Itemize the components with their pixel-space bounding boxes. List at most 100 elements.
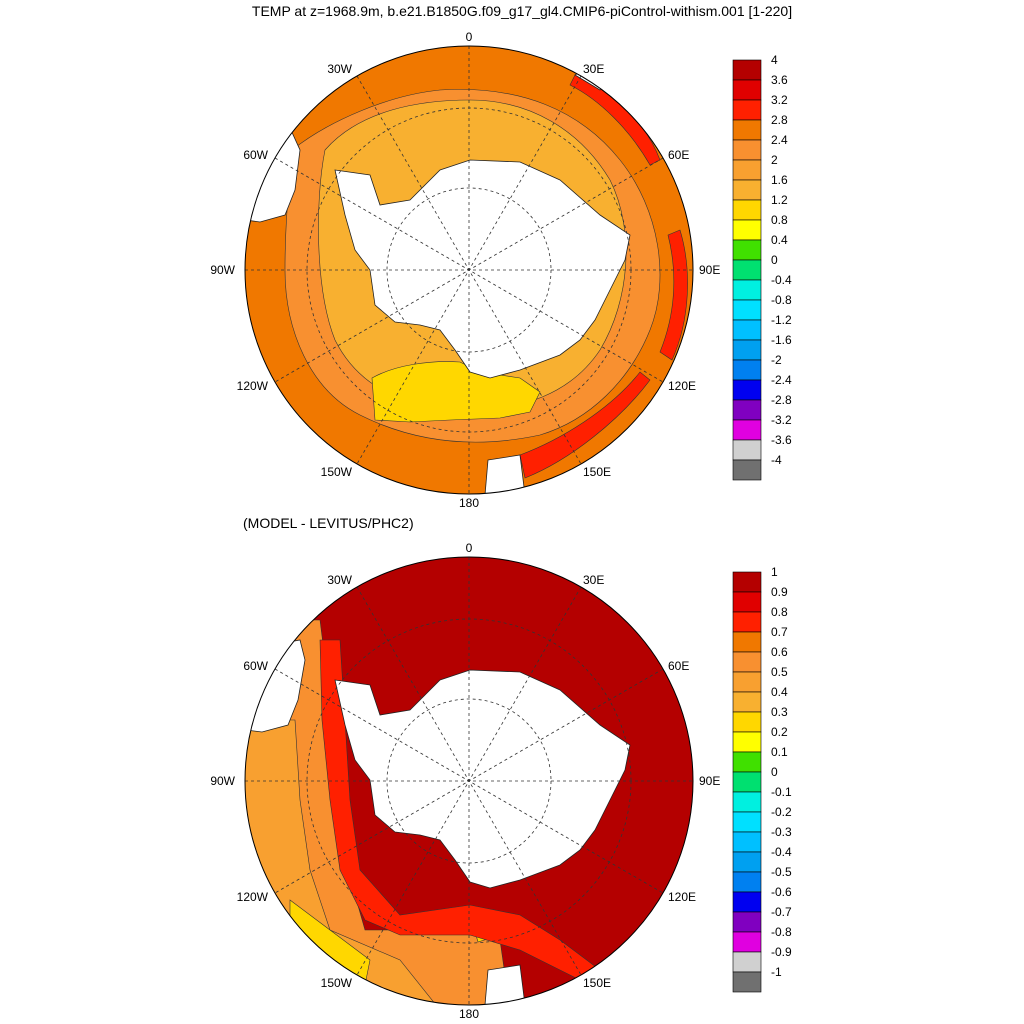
- top-lon-150e: 150E: [583, 465, 611, 479]
- top-colorbar-label: 2: [771, 153, 778, 167]
- top-lon-30w: 30W: [327, 62, 352, 76]
- top-colorbar-label: 3.2: [771, 93, 788, 107]
- bottom-colorbar-swatch: [732, 871, 762, 893]
- bottom-lon-30w: 30W: [327, 573, 352, 587]
- top-colorbar-label: -2: [771, 353, 782, 367]
- bottom-lon-120e: 120E: [668, 890, 696, 904]
- bottom-colorbar-label: -0.7: [771, 905, 792, 919]
- bottom-colorbar-label: 0.8: [771, 605, 788, 619]
- bottom-lon-60e: 60E: [668, 659, 689, 673]
- bottom-lon-60w: 60W: [243, 659, 268, 673]
- bottom-colorbar-swatch: [732, 911, 762, 933]
- top-colorbar-label: 2.8: [771, 113, 788, 127]
- top-colorbar-swatch: [732, 399, 762, 421]
- top-colorbar-swatch: [732, 139, 762, 161]
- top-colorbar-label: 1.6: [771, 173, 788, 187]
- bottom-colorbar-swatch: [732, 851, 762, 873]
- bottom-colorbar-label: 0.3: [771, 705, 788, 719]
- top-colorbar-label: 0.4: [771, 233, 788, 247]
- top-lon-180: 180: [459, 496, 479, 510]
- bottom-colorbar-label: 0.2: [771, 725, 788, 739]
- top-graticule: [245, 46, 693, 494]
- top-nz-land: [484, 454, 526, 494]
- top-colorbar-label: -3.2: [771, 413, 792, 427]
- bottom-colorbar-label: 1: [771, 565, 778, 579]
- top-colorbar-swatch: [732, 199, 762, 221]
- bottom-colorbar-swatch: [732, 711, 762, 733]
- bottom-lon-150w: 150W: [321, 976, 353, 990]
- bottom-nz-land: [484, 964, 526, 1005]
- top-colorbar-swatch: [732, 439, 762, 461]
- top-lon-90e: 90E: [699, 263, 720, 277]
- bottom-colorbar-label: 0.9: [771, 585, 788, 599]
- bottom-colorbar-swatch: [732, 971, 762, 993]
- top-colorbar-swatch: [732, 99, 762, 121]
- top-colorbar-swatch: [732, 259, 762, 281]
- top-colorbar: 4 3.6 3.2 2.8 2.4 2 1.6 1.2 0.8 0.4 0 -0.4 -0.8 -1.2 -…: [732, 53, 792, 481]
- bottom-colorbar-label: -0.4: [771, 845, 792, 859]
- bottom-colorbar-swatch: [732, 611, 762, 633]
- top-colorbar-swatch: [732, 59, 762, 81]
- top-lon-90w: 90W: [210, 263, 235, 277]
- bottom-colorbar-swatch: [732, 831, 762, 853]
- top-colorbar-swatch: [732, 319, 762, 341]
- figure-title: TEMP at z=1968.9m, b.e21.B1850G.f09_g17_…: [252, 3, 792, 19]
- bottom-colorbar-swatch: [732, 931, 762, 953]
- bottom-colorbar-label: -1: [771, 965, 782, 979]
- bottom-colorbar-label: 0.6: [771, 645, 788, 659]
- bottom-graticule: [245, 557, 693, 1005]
- bottom-colorbar-label: -0.3: [771, 825, 792, 839]
- top-colorbar-label: -3.6: [771, 433, 792, 447]
- top-yellow-region: [371, 361, 541, 423]
- top-colorbar-swatch: [732, 119, 762, 141]
- top-colorbar-label: 3.6: [771, 73, 788, 87]
- top-lon-60e: 60E: [668, 148, 689, 162]
- top-colorbar-swatch: [732, 219, 762, 241]
- top-colorbar-label: -2.4: [771, 373, 792, 387]
- bottom-lon-30e: 30E: [583, 573, 604, 587]
- bottom-colorbar-swatch: [732, 571, 762, 593]
- top-lon-120e: 120E: [668, 379, 696, 393]
- top-colorbar-label: -1.6: [771, 333, 792, 347]
- bottom-antarctica-land: [334, 669, 631, 889]
- bottom-colorbar-swatch: [732, 731, 762, 753]
- bottom-colorbar-label: -0.1: [771, 785, 792, 799]
- bottom-lon-120w: 120W: [237, 890, 269, 904]
- bottom-colorbar-swatch: [732, 591, 762, 613]
- bottom-colorbar-label: -0.6: [771, 885, 792, 899]
- top-colorbar-swatch: [732, 239, 762, 261]
- bottom-lon-90e: 90E: [699, 774, 720, 788]
- top-colorbar-label: 1.2: [771, 193, 788, 207]
- bottom-colorbar-swatch: [732, 671, 762, 693]
- top-map-border: [244, 45, 694, 495]
- bottom-colorbar-swatch: [732, 771, 762, 793]
- top-lon-60w: 60W: [243, 148, 268, 162]
- bottom-lon-0: 0: [466, 541, 473, 555]
- top-red-rim-east: [659, 229, 688, 361]
- top-colorbar-swatch: [732, 419, 762, 441]
- top-colorbar-label: 2.4: [771, 133, 788, 147]
- top-colorbar-swatch: [732, 379, 762, 401]
- bottom-colorbar-label: 0.7: [771, 625, 788, 639]
- figure-subtitle: (MODEL - LEVITUS/PHC2): [243, 515, 414, 531]
- bottom-colorbar-swatch: [732, 791, 762, 813]
- top-map: 0 180 90W 90E 30W 60W 30E 60E 120W 150W …: [210, 30, 720, 510]
- bottom-colorbar-label: 0: [771, 765, 778, 779]
- bottom-colorbar-label: 0.1: [771, 745, 788, 759]
- bottom-colorbar-label: -0.5: [771, 865, 792, 879]
- top-lon-0: 0: [466, 30, 473, 44]
- bottom-lon-90w: 90W: [210, 774, 235, 788]
- top-colorbar-swatch: [732, 179, 762, 201]
- top-colorbar-label: 0.8: [771, 213, 788, 227]
- bottom-colorbar-label: 0.4: [771, 685, 788, 699]
- bottom-colorbar-swatch: [732, 691, 762, 713]
- top-colorbar-swatch: [732, 79, 762, 101]
- bottom-colorbar-swatch: [732, 751, 762, 773]
- bottom-colorbar-label: -0.2: [771, 805, 792, 819]
- top-colorbar-label: -2.8: [771, 393, 792, 407]
- bottom-colorbar-label: -0.8: [771, 925, 792, 939]
- top-colorbar-swatch: [732, 299, 762, 321]
- bottom-colorbar-label: 0.5: [771, 665, 788, 679]
- top-colorbar-swatch: [732, 459, 762, 481]
